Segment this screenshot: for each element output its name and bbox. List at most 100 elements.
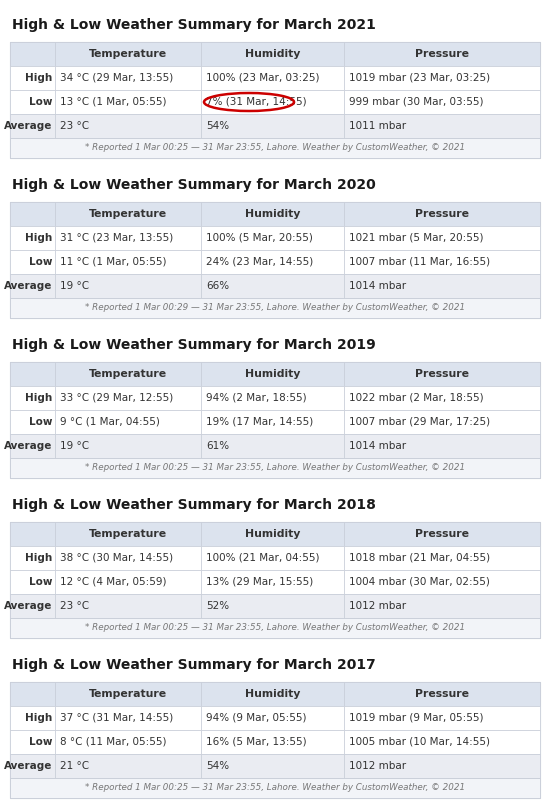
Bar bbox=[344, 682, 540, 706]
Bar bbox=[10, 114, 55, 138]
Text: 1012 mbar: 1012 mbar bbox=[349, 601, 406, 611]
Bar bbox=[10, 66, 540, 90]
Bar bbox=[10, 138, 540, 158]
Text: Humidity: Humidity bbox=[245, 529, 300, 539]
Bar bbox=[201, 42, 344, 66]
Bar bbox=[55, 386, 201, 410]
Text: 19% (17 Mar, 14:55): 19% (17 Mar, 14:55) bbox=[206, 417, 313, 427]
Text: 100% (5 Mar, 20:55): 100% (5 Mar, 20:55) bbox=[206, 233, 312, 243]
Text: High: High bbox=[25, 553, 52, 563]
Bar bbox=[10, 522, 540, 546]
Text: 1004 mbar (30 Mar, 02:55): 1004 mbar (30 Mar, 02:55) bbox=[349, 577, 490, 587]
Bar bbox=[55, 754, 201, 778]
Bar bbox=[344, 522, 540, 546]
Bar bbox=[55, 410, 201, 434]
Bar bbox=[344, 434, 540, 458]
Bar bbox=[10, 594, 55, 618]
Bar bbox=[201, 386, 344, 410]
Text: Low: Low bbox=[29, 97, 52, 107]
Text: Temperature: Temperature bbox=[89, 369, 167, 379]
Text: Pressure: Pressure bbox=[415, 369, 469, 379]
Text: 19 °C: 19 °C bbox=[60, 281, 89, 291]
Text: 100% (21 Mar, 04:55): 100% (21 Mar, 04:55) bbox=[206, 553, 320, 563]
Text: 1011 mbar: 1011 mbar bbox=[349, 121, 406, 131]
Text: * Reported 1 Mar 00:25 — 31 Mar 23:55, Lahore. Weather by CustomWeather, © 2021: * Reported 1 Mar 00:25 — 31 Mar 23:55, L… bbox=[85, 143, 465, 153]
Text: Humidity: Humidity bbox=[245, 369, 300, 379]
Bar bbox=[201, 114, 344, 138]
Bar bbox=[344, 202, 540, 226]
Text: Average: Average bbox=[4, 441, 52, 451]
Bar bbox=[10, 410, 55, 434]
Text: Low: Low bbox=[29, 577, 52, 587]
Bar bbox=[344, 594, 540, 618]
Bar bbox=[10, 434, 540, 458]
Bar bbox=[10, 114, 540, 138]
Bar bbox=[10, 434, 55, 458]
Bar bbox=[344, 114, 540, 138]
Bar bbox=[10, 362, 55, 386]
Bar bbox=[10, 730, 540, 754]
Bar bbox=[55, 202, 201, 226]
Bar bbox=[344, 42, 540, 66]
Bar bbox=[55, 274, 201, 298]
Text: 999 mbar (30 Mar, 03:55): 999 mbar (30 Mar, 03:55) bbox=[349, 97, 483, 107]
Text: 24% (23 Mar, 14:55): 24% (23 Mar, 14:55) bbox=[206, 257, 313, 267]
Bar bbox=[344, 90, 540, 114]
Text: Temperature: Temperature bbox=[89, 209, 167, 219]
Text: Low: Low bbox=[29, 257, 52, 267]
Text: Average: Average bbox=[4, 121, 52, 131]
Text: High & Low Weather Summary for March 2021: High & Low Weather Summary for March 202… bbox=[12, 18, 376, 32]
Bar bbox=[10, 706, 540, 730]
Bar bbox=[201, 754, 344, 778]
Text: 21 °C: 21 °C bbox=[60, 761, 89, 771]
Bar bbox=[10, 226, 55, 250]
Text: Low: Low bbox=[29, 417, 52, 427]
Bar bbox=[10, 618, 540, 638]
Text: * Reported 1 Mar 00:25 — 31 Mar 23:55, Lahore. Weather by CustomWeather, © 2021: * Reported 1 Mar 00:25 — 31 Mar 23:55, L… bbox=[85, 623, 465, 633]
Bar bbox=[201, 546, 344, 570]
Text: 94% (9 Mar, 05:55): 94% (9 Mar, 05:55) bbox=[206, 713, 306, 723]
Text: 1019 mbar (23 Mar, 03:25): 1019 mbar (23 Mar, 03:25) bbox=[349, 73, 490, 83]
Bar bbox=[55, 730, 201, 754]
Bar bbox=[10, 226, 540, 250]
Text: High & Low Weather Summary for March 2019: High & Low Weather Summary for March 201… bbox=[12, 338, 376, 352]
Text: High & Low Weather Summary for March 2020: High & Low Weather Summary for March 202… bbox=[12, 178, 376, 192]
Bar bbox=[10, 546, 55, 570]
Text: 37 °C (31 Mar, 14:55): 37 °C (31 Mar, 14:55) bbox=[60, 713, 173, 723]
Bar bbox=[344, 730, 540, 754]
Bar bbox=[344, 706, 540, 730]
Text: 1007 mbar (29 Mar, 17:25): 1007 mbar (29 Mar, 17:25) bbox=[349, 417, 490, 427]
Text: 52%: 52% bbox=[206, 601, 229, 611]
Bar bbox=[344, 274, 540, 298]
Bar bbox=[10, 754, 55, 778]
Bar bbox=[55, 66, 201, 90]
Bar bbox=[344, 66, 540, 90]
Text: Pressure: Pressure bbox=[415, 529, 469, 539]
Bar bbox=[10, 250, 55, 274]
Bar bbox=[201, 66, 344, 90]
Bar bbox=[201, 434, 344, 458]
Text: 38 °C (30 Mar, 14:55): 38 °C (30 Mar, 14:55) bbox=[60, 553, 173, 563]
Bar bbox=[10, 410, 540, 434]
Text: High: High bbox=[25, 393, 52, 403]
Text: Temperature: Temperature bbox=[89, 49, 167, 59]
Bar bbox=[55, 570, 201, 594]
Text: 1012 mbar: 1012 mbar bbox=[349, 761, 406, 771]
Text: 13 °C (1 Mar, 05:55): 13 °C (1 Mar, 05:55) bbox=[60, 97, 167, 107]
Bar bbox=[10, 682, 540, 706]
Text: Average: Average bbox=[4, 761, 52, 771]
Text: 94% (2 Mar, 18:55): 94% (2 Mar, 18:55) bbox=[206, 393, 306, 403]
Bar bbox=[10, 730, 55, 754]
Bar bbox=[10, 778, 540, 798]
Text: * Reported 1 Mar 00:25 — 31 Mar 23:55, Lahore. Weather by CustomWeather, © 2021: * Reported 1 Mar 00:25 — 31 Mar 23:55, L… bbox=[85, 783, 465, 793]
Text: 61%: 61% bbox=[206, 441, 229, 451]
Bar bbox=[10, 594, 540, 618]
Bar bbox=[10, 274, 540, 298]
Text: 1022 mbar (2 Mar, 18:55): 1022 mbar (2 Mar, 18:55) bbox=[349, 393, 483, 403]
Bar bbox=[10, 570, 540, 594]
Bar bbox=[344, 386, 540, 410]
Bar bbox=[10, 706, 55, 730]
Bar bbox=[10, 362, 540, 386]
Bar bbox=[344, 754, 540, 778]
Bar bbox=[55, 706, 201, 730]
